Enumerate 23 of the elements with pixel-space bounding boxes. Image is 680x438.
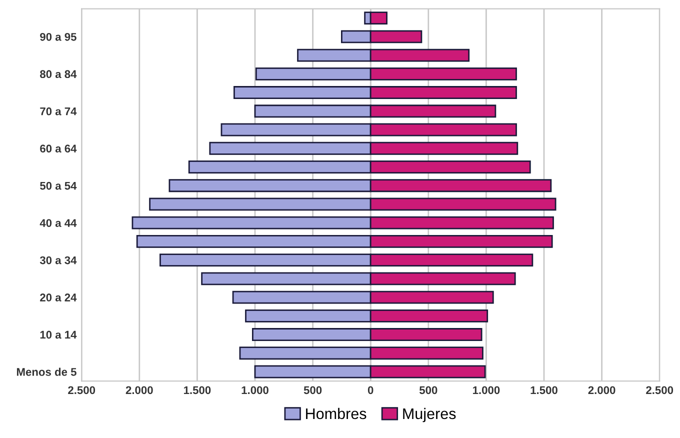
x-tick-label: 2.500 (68, 386, 96, 394)
legend-label: Mujeres (403, 408, 456, 422)
y-tick-label: 20 a 24 (40, 294, 77, 302)
x-tick-label: 1.500 (530, 386, 558, 394)
x-tick-label: 1.500 (184, 386, 211, 394)
y-tick-label: 80 a 84 (40, 70, 77, 78)
x-tick-label: 1.000 (473, 386, 500, 394)
x-tick-label: 0 (368, 386, 374, 394)
y-tick-label: Menos de 5 (16, 368, 76, 376)
y-tick-label: 50 a 54 (40, 182, 77, 190)
x-tick-label: 1.000 (242, 386, 268, 394)
y-tick-label: 10 a 14 (40, 330, 77, 339)
y-tick-label: 60 a 64 (40, 144, 77, 153)
x-tick-label: 500 (419, 386, 438, 394)
y-tick-label: 70 a 74 (40, 107, 77, 116)
y-tick-label: 90 a 95 (40, 32, 76, 41)
legend-label: Hombres (306, 408, 366, 420)
x-tick-label: 2.000 (588, 386, 616, 394)
y-tick-label: 40 a 44 (40, 219, 77, 227)
x-tick-label: 2.500 (646, 386, 674, 394)
x-tick-label: 2.000 (126, 386, 153, 394)
x-tick-label: 500 (304, 386, 322, 394)
y-tick-label: 30 a 34 (40, 256, 77, 264)
